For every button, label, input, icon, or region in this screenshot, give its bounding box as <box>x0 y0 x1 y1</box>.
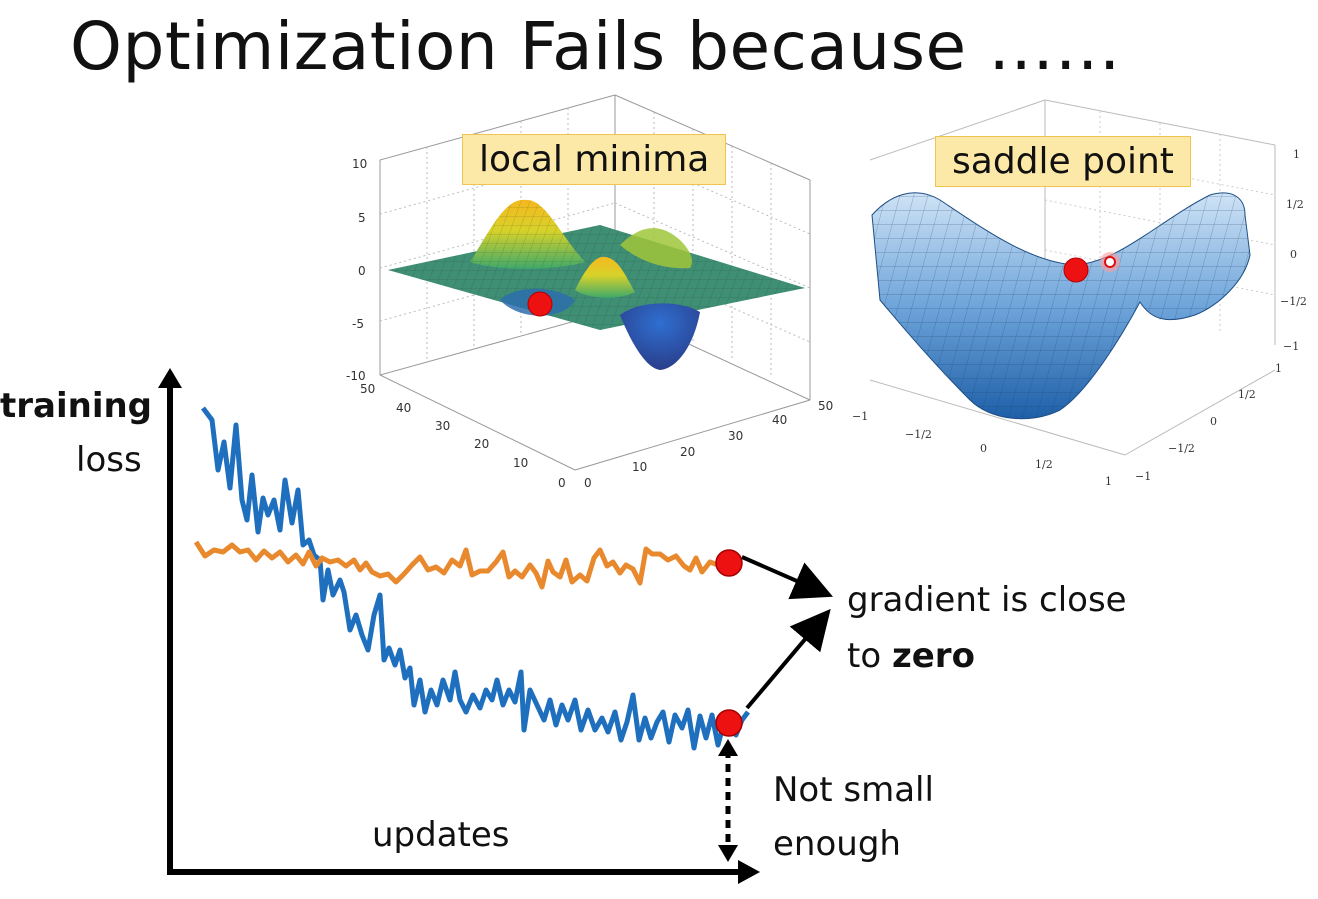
blue-end-point <box>715 709 743 737</box>
x-axis-arrowhead <box>738 860 760 884</box>
saddle-mesh <box>872 192 1250 419</box>
surface-peak-3 <box>620 228 692 269</box>
front-tick: −1 <box>852 410 868 423</box>
right-tick: 40 <box>772 413 787 427</box>
side-tick: −1/2 <box>1168 442 1195 455</box>
front-tick: 0 <box>980 442 987 455</box>
not-small-line2: enough <box>773 824 901 864</box>
gap-arrowhead-down <box>718 845 738 862</box>
y-axis-arrowhead <box>158 368 182 388</box>
orange-loss-curve <box>193 540 727 590</box>
z-axis-ticks: 1 1/2 0 −1/2 −1 <box>1280 148 1307 353</box>
z-tick: -5 <box>352 317 364 331</box>
right-tick: 10 <box>632 460 647 474</box>
z-axis-ticks: 10 5 0 -5 -10 <box>346 157 367 383</box>
left-tick: 10 <box>513 456 528 470</box>
y-axis-label: loss <box>76 440 142 480</box>
page-title: Optimization Fails because …… <box>70 8 1122 85</box>
left-tick: 50 <box>360 382 375 396</box>
local-minima-label: local minima <box>462 134 727 185</box>
left-tick: 20 <box>474 437 489 451</box>
saddle-plot: 1 1/2 0 −1/2 −1 −1 −1/2 0 1/2 1 1 1/2 0 … <box>852 99 1307 488</box>
left-axis-ticks: 50 40 30 20 10 0 <box>360 382 566 490</box>
front-axis-ticks: −1 −1/2 0 1/2 1 <box>852 410 1112 488</box>
y-axis-label-bold: training <box>0 386 153 426</box>
z-tick: 10 <box>352 157 367 171</box>
side-tick: 0 <box>1210 415 1217 428</box>
left-tick: 30 <box>435 419 450 433</box>
surface-peak-2 <box>575 256 635 298</box>
side-tick: −1 <box>1135 470 1151 483</box>
loss-axes <box>158 368 760 884</box>
side-axis-ticks: 1 1/2 0 −1/2 −1 <box>1135 362 1282 483</box>
z-tick: -10 <box>346 369 366 383</box>
front-tick: −1/2 <box>905 428 932 441</box>
surface-well-1 <box>620 303 700 370</box>
gradient-note-line2: to zero <box>847 636 975 676</box>
right-tick: 50 <box>818 399 833 413</box>
side-tick: 1 <box>1275 362 1282 375</box>
front-tick: 1/2 <box>1035 458 1053 471</box>
orange-end-point <box>715 549 743 577</box>
arrow-orange-to-label <box>741 555 833 600</box>
gradient-note-zero: zero <box>891 636 975 676</box>
gap-arrowhead-up <box>718 739 738 756</box>
saddle-ring <box>1104 256 1116 268</box>
surface-peak-1-mesh <box>470 199 585 269</box>
not-small-line1: Not small <box>773 770 934 810</box>
z-tick: −1/2 <box>1280 295 1307 308</box>
left-tick: 0 <box>558 476 566 490</box>
right-tick: 20 <box>680 445 695 459</box>
right-axis-ticks: 0 10 20 30 40 50 <box>584 399 833 490</box>
z-tick: 0 <box>1290 248 1297 261</box>
z-tick: 1/2 <box>1286 198 1304 211</box>
side-tick: 1/2 <box>1238 388 1256 401</box>
gradient-note-line1: gradient is close <box>847 580 1127 620</box>
z-tick: 1 <box>1293 148 1300 161</box>
saddle-point-marker <box>1063 257 1089 283</box>
z-tick: 5 <box>358 211 366 225</box>
right-tick: 30 <box>728 429 743 443</box>
x-axis-label: updates <box>372 815 510 855</box>
blue-loss-curve <box>201 406 750 751</box>
z-tick: −1 <box>1283 340 1299 353</box>
local-minimum-point <box>527 291 553 317</box>
saddle-point-label: saddle point <box>935 136 1191 187</box>
z-tick: 0 <box>358 264 366 278</box>
left-tick: 40 <box>396 401 411 415</box>
gradient-note-prefix: to <box>847 636 892 676</box>
arrow-blue-to-label <box>745 608 831 710</box>
right-tick: 0 <box>584 476 592 490</box>
front-tick: 1 <box>1105 475 1112 488</box>
